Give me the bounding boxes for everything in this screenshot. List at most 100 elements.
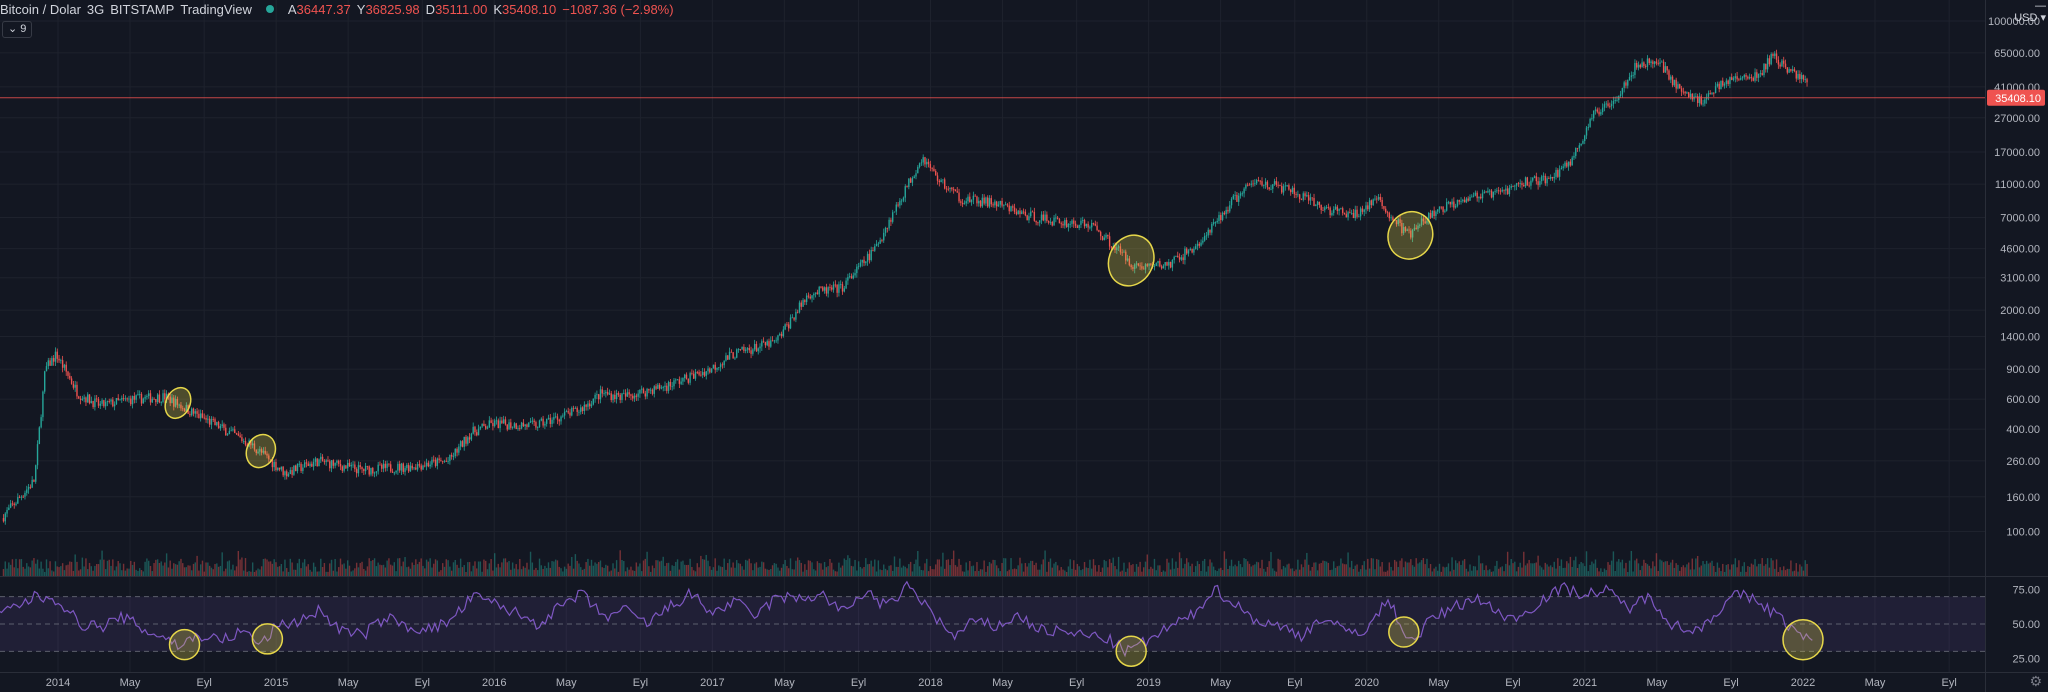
candle-body bbox=[1592, 110, 1595, 119]
volume-bar bbox=[892, 570, 894, 576]
candle-body bbox=[69, 375, 71, 379]
candle-body bbox=[1277, 184, 1279, 186]
volume-bar bbox=[436, 560, 439, 576]
volume-bar bbox=[626, 567, 629, 576]
volume-bar bbox=[167, 567, 170, 576]
candle-body bbox=[452, 456, 455, 457]
candle-body bbox=[924, 157, 926, 165]
volume-bar bbox=[323, 563, 326, 576]
volume-bar bbox=[854, 559, 856, 576]
volume-bar bbox=[1159, 565, 1161, 576]
volume-bar bbox=[1196, 561, 1199, 576]
candle-body bbox=[1318, 201, 1321, 205]
volume-bar bbox=[1625, 562, 1627, 576]
volume-bar bbox=[4, 561, 6, 576]
time-tick-label: Eyl bbox=[1069, 677, 1084, 689]
candle-body bbox=[599, 389, 602, 400]
candle-body bbox=[744, 349, 747, 351]
candle-body bbox=[110, 399, 112, 402]
candle-body bbox=[1123, 251, 1125, 253]
candle-body bbox=[1402, 227, 1405, 234]
volume-bar bbox=[318, 571, 320, 576]
candle-body bbox=[397, 463, 399, 471]
rsi-line bbox=[0, 580, 1813, 658]
volume-bar bbox=[1754, 559, 1756, 576]
volume-bar bbox=[95, 563, 98, 576]
volume-bar bbox=[104, 569, 107, 576]
volume-bar bbox=[691, 566, 693, 576]
currency-selector[interactable]: — USD ▾ bbox=[2014, 0, 2046, 24]
volume-bar bbox=[1445, 566, 1448, 576]
time-tick-label: Eyl bbox=[415, 677, 430, 689]
candle-body bbox=[320, 456, 322, 460]
volume-bar bbox=[879, 569, 881, 576]
volume-bar bbox=[692, 570, 695, 576]
gear-icon[interactable]: ⚙ bbox=[2029, 673, 2042, 689]
candle-body bbox=[429, 464, 431, 467]
candle-body bbox=[658, 384, 661, 389]
volume-bar bbox=[563, 566, 566, 576]
time-tick-label: May bbox=[120, 677, 141, 689]
volume-bar bbox=[1363, 561, 1365, 576]
symbol-name[interactable]: Bitcoin / Dolar bbox=[0, 1, 81, 17]
volume-bar bbox=[237, 550, 240, 576]
candle-body bbox=[259, 449, 261, 452]
volume-bar bbox=[599, 560, 602, 576]
symbol-header[interactable]: Bitcoin / Dolar 3G BITSTAMP TradingView … bbox=[0, 0, 680, 18]
volume-bar bbox=[597, 562, 600, 576]
candle-body bbox=[1653, 61, 1656, 64]
volume-bar bbox=[1290, 568, 1292, 576]
candle-body bbox=[886, 227, 889, 229]
candle-body bbox=[1542, 175, 1545, 177]
volume-bar bbox=[1279, 559, 1281, 576]
volume-bar bbox=[1800, 566, 1803, 576]
volume-bar bbox=[1537, 555, 1539, 576]
candle-body bbox=[1040, 214, 1043, 221]
candle-body bbox=[1505, 188, 1507, 191]
candle-body bbox=[502, 419, 505, 424]
volume-bar bbox=[917, 550, 919, 576]
candle-body bbox=[1512, 186, 1514, 187]
volume-bar bbox=[804, 564, 806, 576]
candle-body bbox=[1229, 205, 1231, 212]
candle-body bbox=[1333, 209, 1335, 213]
candle-body bbox=[528, 422, 530, 427]
volume-bar bbox=[1619, 562, 1622, 576]
candle-body bbox=[1281, 185, 1283, 193]
volume-bar bbox=[1668, 564, 1670, 576]
volume-bar bbox=[1435, 566, 1437, 576]
candle-body bbox=[992, 204, 994, 206]
volume-bar bbox=[1571, 566, 1573, 576]
candle-body bbox=[768, 341, 770, 347]
volume-bar bbox=[698, 567, 700, 576]
volume-bar bbox=[1662, 562, 1665, 576]
candle-body bbox=[805, 295, 808, 303]
candle-body bbox=[501, 420, 503, 424]
candle-body bbox=[870, 250, 872, 261]
volume-bar bbox=[1245, 559, 1247, 576]
candle-body bbox=[974, 195, 976, 197]
candle-body bbox=[1437, 209, 1439, 212]
volume-bar bbox=[1230, 559, 1233, 576]
candle-body bbox=[13, 503, 15, 505]
volume-bar bbox=[1761, 558, 1763, 576]
volume-bar bbox=[1499, 567, 1502, 576]
candle-body bbox=[1754, 72, 1756, 81]
volume-bar bbox=[1415, 558, 1417, 576]
volume-bar bbox=[560, 568, 562, 576]
candle-body bbox=[1621, 87, 1624, 95]
volume-bar bbox=[1062, 569, 1064, 576]
candle-body bbox=[79, 398, 82, 400]
volume-bar bbox=[52, 571, 55, 576]
candle-body bbox=[1664, 66, 1667, 73]
interval-label[interactable]: 3G bbox=[86, 1, 105, 17]
volume-bar bbox=[391, 565, 394, 576]
volume-bar bbox=[443, 566, 446, 576]
volume-bar bbox=[1725, 564, 1728, 576]
candle-body bbox=[1641, 62, 1643, 68]
volume-bar bbox=[1370, 558, 1373, 576]
rsi-highlight-ellipse bbox=[168, 628, 201, 661]
indicators-collapse-button[interactable]: ⌄ 9 bbox=[2, 21, 33, 38]
candle-body bbox=[748, 348, 750, 351]
